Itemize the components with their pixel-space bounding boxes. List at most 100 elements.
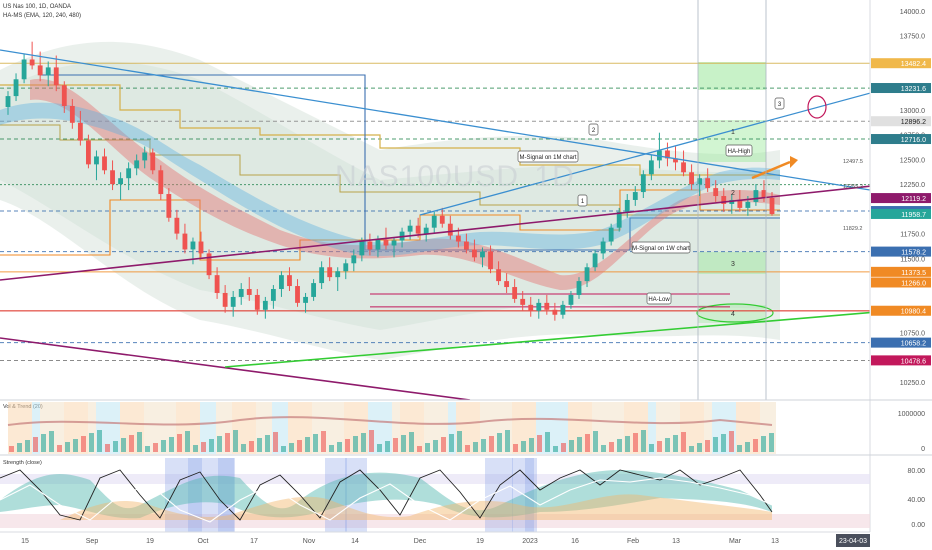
volume-bg-3: [32, 402, 40, 454]
candle-body-93: [753, 190, 759, 202]
volume-bg-88: [712, 402, 720, 454]
volume-bg-33: [272, 402, 280, 454]
price-badge-text-7: 11578.2: [901, 250, 926, 257]
volume-bar-19: [161, 440, 166, 452]
volume-bar-85: [689, 446, 694, 452]
volume-bar-10: [89, 433, 94, 452]
volume-bg-25: [208, 402, 216, 454]
volume-bg-93: [752, 402, 760, 454]
zone-label-2: 2: [731, 190, 735, 197]
volume-bg-50: [408, 402, 416, 454]
volume-bg-91: [736, 402, 744, 454]
strength-tick-1: 40.00: [907, 497, 925, 504]
volume-bar-33: [273, 432, 278, 452]
volume-bg-1: [16, 402, 24, 454]
candle-body-4: [37, 65, 43, 76]
volume-bg-73: [592, 402, 600, 454]
candle-body-45: [367, 241, 373, 250]
ribbon-blue: [0, 102, 780, 257]
volume-bg-26: [216, 402, 224, 454]
candle-body-29: [238, 289, 244, 297]
candle-body-74: [600, 241, 606, 254]
candle-body-88: [713, 188, 719, 197]
candle-body-13: [110, 170, 115, 185]
volume-bg-51: [416, 402, 424, 454]
volume-bar-94: [761, 436, 766, 452]
candle-body-63: [512, 287, 518, 299]
volume-bar-43: [353, 436, 358, 452]
callout-ha-low-text: HA-Low: [648, 297, 670, 303]
candle-body-5: [45, 67, 51, 76]
volume-bar-16: [137, 432, 142, 452]
volume-bar-93: [753, 439, 758, 452]
time-tick-4: 17: [250, 538, 258, 545]
volume-bg-47: [384, 402, 392, 454]
candle-body-79: [640, 174, 646, 193]
candle-body-12: [102, 156, 107, 171]
candle-body-32: [262, 300, 268, 310]
volume-bg-34: [280, 402, 288, 454]
volume-bar-9: [81, 436, 86, 452]
volume-bg-30: [248, 402, 256, 454]
price-badge-7: [871, 246, 931, 257]
volume-bg-46: [376, 402, 384, 454]
volume-bg-39: [320, 402, 328, 454]
price-tick-0: 14000.0: [900, 9, 925, 16]
candle-body-43: [351, 255, 357, 264]
volume-bar-8: [73, 439, 78, 452]
volume-bar-79: [641, 430, 646, 452]
volume-bg-5: [48, 402, 56, 454]
candle-body-28: [230, 296, 236, 307]
volume-bg-81: [656, 402, 664, 454]
volume-bar-73: [593, 431, 598, 452]
volume-bg-43: [352, 402, 360, 454]
callout-ha-high-text: HA-High: [728, 149, 751, 155]
watermark-interval: 1D: [534, 160, 575, 193]
price-badge-text-1: 13231.6: [901, 86, 926, 93]
wave-label-3-box: [774, 97, 785, 110]
volume-bg-22: [184, 402, 192, 454]
volume-bg-85: [688, 402, 696, 454]
candle-body-2: [21, 59, 27, 80]
volume-bg-10: [88, 402, 96, 454]
volume-bg-29: [240, 402, 248, 454]
volume-bar-38: [313, 434, 318, 452]
strength-pane: Strength (close) 80.00 40.00 0.00: [0, 458, 925, 532]
volume-bar-41: [337, 442, 342, 452]
candle-body-38: [311, 283, 317, 297]
volume-bg-18: [152, 402, 160, 454]
volume-bg-90: [728, 402, 736, 454]
candle-body-56: [455, 235, 461, 242]
volume-bar-13: [113, 441, 118, 452]
volume-bg-95: [768, 402, 776, 454]
candle-body-7: [61, 85, 67, 106]
strength-highlight-2: [205, 458, 235, 532]
volume-trend-line: [7, 416, 773, 426]
candle-body-94: [761, 190, 767, 198]
time-tick-12: 13: [672, 538, 680, 545]
watermark-symbol: NAS100USD: [335, 160, 520, 193]
candle-body-44: [359, 241, 365, 256]
volume-bar-89: [721, 434, 726, 452]
price-badge-text-10: 10980.4: [901, 309, 926, 316]
candle-body-58: [472, 249, 477, 258]
candle-body-8: [69, 105, 75, 123]
volume-bg-60: [488, 402, 496, 454]
volume-bar-24: [201, 442, 206, 452]
volume-bar-0: [9, 446, 14, 452]
volume-bg-72: [584, 402, 592, 454]
candle-body-64: [520, 298, 526, 305]
wave-label-1-text: 1: [581, 199, 585, 205]
price-tick-6: 11750.0: [900, 232, 925, 239]
strength-overbought-band: [0, 474, 870, 484]
volume-bg-6: [56, 402, 64, 454]
volume-bg-48: [392, 402, 400, 454]
price-badge-text-8: 11373.5: [901, 270, 926, 277]
volume-bg-77: [624, 402, 632, 454]
wave-label-2-box: [588, 123, 599, 136]
candle-body-70: [568, 294, 574, 305]
volume-bar-18: [153, 443, 158, 452]
watermark: NAS100USD 1D: [335, 160, 575, 194]
candle-body-60: [488, 251, 493, 270]
